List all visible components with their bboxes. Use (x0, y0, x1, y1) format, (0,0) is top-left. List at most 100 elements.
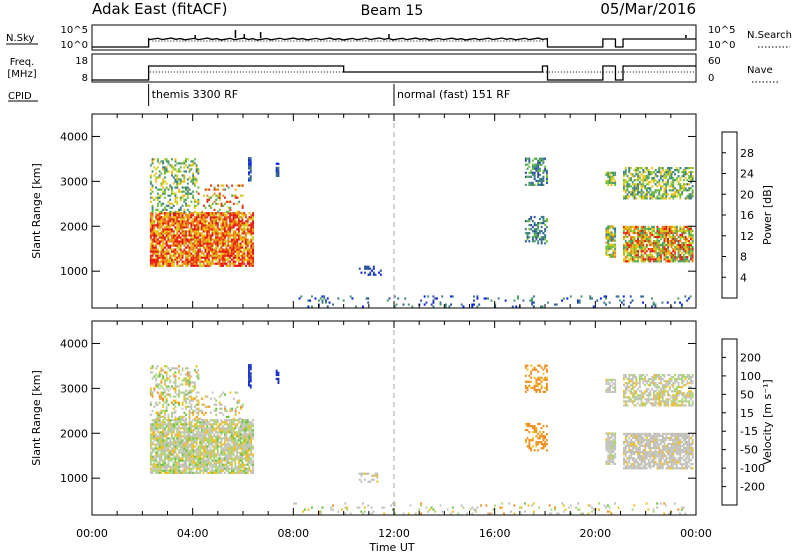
data-cell (526, 364, 529, 367)
data-cell (208, 196, 211, 199)
data-cell (172, 222, 175, 225)
data-cell (610, 239, 613, 242)
data-cell (663, 248, 666, 251)
data-cell (524, 159, 527, 162)
data-cell (684, 240, 687, 243)
data-cell (209, 238, 212, 241)
data-cell (637, 235, 639, 239)
data-cell (155, 385, 158, 388)
data-cell (227, 236, 230, 239)
data-cell (610, 231, 613, 234)
data-cell (612, 249, 615, 252)
data-cell (165, 256, 168, 259)
data-cell (188, 399, 191, 402)
data-cell (185, 222, 187, 225)
data-cell (149, 246, 152, 249)
data-cell (156, 232, 159, 235)
data-cell (231, 407, 234, 410)
data-cell (171, 164, 173, 167)
data-cell (371, 269, 373, 272)
data-cell (155, 453, 158, 456)
data-cell (202, 447, 205, 450)
data-cell (149, 427, 152, 430)
data-cell (165, 447, 168, 450)
data-cell (167, 427, 170, 430)
data-cell (216, 250, 219, 253)
data-cell (614, 255, 617, 258)
data-cell (658, 193, 661, 196)
data-cell (633, 187, 636, 190)
data-cell (181, 232, 184, 235)
data-cell (638, 235, 641, 239)
data-cell (176, 186, 179, 189)
data-cell (155, 447, 158, 450)
data-cell (675, 177, 678, 180)
data-cell (232, 248, 235, 251)
data-cell (192, 435, 195, 438)
data-cell (216, 431, 219, 434)
data-cell (642, 250, 645, 253)
data-cell (234, 461, 237, 464)
data-cell (156, 431, 159, 434)
data-cell (640, 242, 643, 245)
data-cell (193, 383, 196, 386)
data-cell (174, 443, 177, 446)
data-cell (653, 242, 655, 245)
data-cell (539, 173, 541, 176)
data-cell (193, 409, 196, 412)
data-cell (185, 160, 187, 163)
data-cell (213, 232, 216, 235)
data-cell (658, 179, 661, 182)
data-cell (208, 254, 210, 257)
data-cell (192, 194, 195, 197)
data-cell (245, 451, 247, 454)
data-cell (674, 227, 676, 230)
data-cell (202, 449, 205, 452)
data-cell (670, 193, 673, 196)
data-cell (248, 224, 251, 227)
data-cell (183, 391, 186, 394)
data-cell (213, 220, 216, 223)
data-cell (539, 161, 541, 164)
data-cell (178, 433, 180, 436)
data-cell (633, 185, 636, 188)
data-cell (167, 417, 170, 420)
data-cell (165, 441, 168, 444)
data-cell (181, 250, 184, 253)
data-cell (208, 230, 210, 233)
data-cell (202, 469, 205, 472)
data-cell (172, 204, 175, 207)
data-cell (628, 260, 631, 263)
data-cell (656, 233, 659, 237)
data-cell (197, 451, 200, 454)
data-cell (535, 232, 538, 235)
data-cell (172, 168, 175, 171)
data-cell (171, 248, 173, 251)
data-cell (360, 474, 363, 477)
data-cell (544, 220, 547, 223)
data-cell (192, 180, 195, 183)
data-cell (206, 252, 209, 255)
data-cell (149, 218, 152, 221)
data-cell (215, 431, 217, 434)
data-cell (628, 185, 631, 188)
data-cell (223, 252, 226, 255)
data-cell (174, 463, 177, 466)
data-cell (677, 181, 680, 184)
data-cell (229, 427, 232, 430)
data-cell (531, 238, 534, 241)
data-cell (178, 445, 180, 448)
data-cell (691, 240, 694, 243)
data-cell (223, 439, 226, 442)
data-cell (167, 230, 170, 233)
data-cell (245, 459, 247, 462)
data-cell (149, 174, 152, 177)
data-cell (171, 443, 173, 446)
data-cell (178, 467, 180, 470)
data-cell (179, 208, 182, 211)
data-cell (223, 230, 226, 233)
data-cell (209, 441, 212, 444)
data-cell (642, 197, 645, 200)
data-cell (224, 405, 226, 408)
data-cell (661, 225, 664, 228)
